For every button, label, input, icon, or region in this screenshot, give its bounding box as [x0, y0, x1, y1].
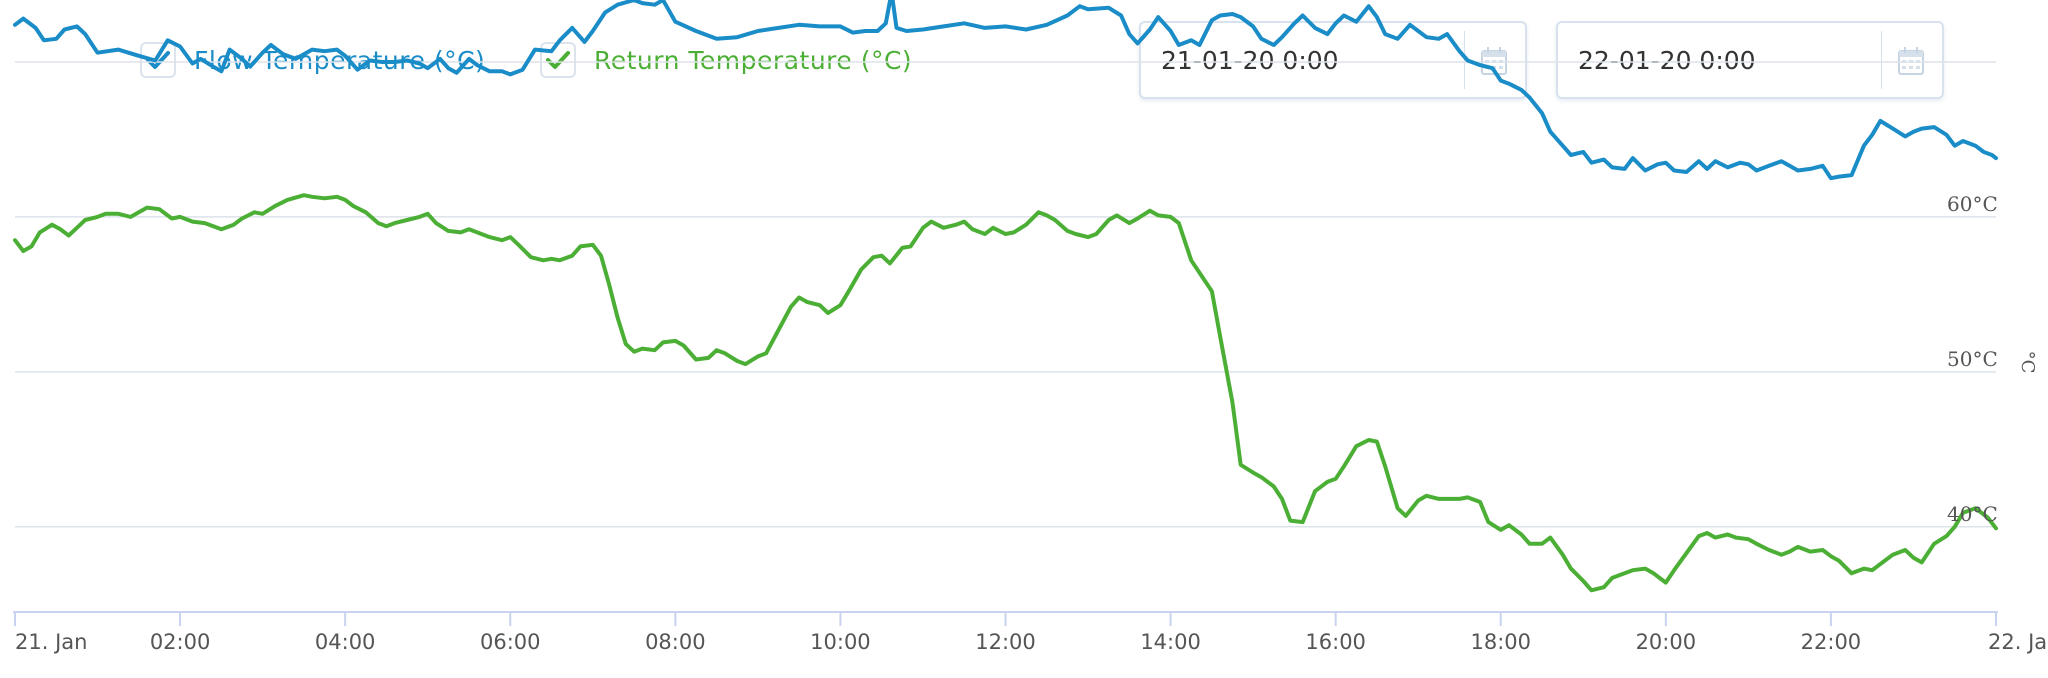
- y-tick-label: 40°C: [1947, 502, 1998, 526]
- y-axis-labels: 40°C 50°C 60°C °C: [1947, 192, 2038, 526]
- y-tick-label: 60°C: [1947, 192, 1998, 216]
- end-date-value: 22-01-20 0:00: [1578, 46, 1756, 75]
- x-tick-label: 14:00: [1140, 630, 1201, 654]
- series-lines: [13, 0, 1998, 593]
- flow-temperature-line[interactable]: [13, 0, 1998, 181]
- legend-item-return[interactable]: Return Temperature (°C): [540, 42, 912, 78]
- start-date-value: 21-01-20 0:00: [1161, 46, 1339, 75]
- x-tick-label: 02:00: [150, 630, 211, 654]
- x-tick-label: 08:00: [645, 630, 706, 654]
- date-field-divider: [1464, 31, 1465, 89]
- date-field-divider: [1881, 31, 1882, 89]
- x-tick-label: 04:00: [315, 630, 376, 654]
- end-date-field[interactable]: 22-01-20 0:00: [1556, 21, 1944, 99]
- x-tick-label: 20:00: [1636, 630, 1697, 654]
- x-tick-label: 21. Jan: [15, 630, 87, 654]
- return-legend-label: Return Temperature (°C): [594, 45, 913, 75]
- x-tick-label: 10:00: [810, 630, 871, 654]
- return-temperature-line[interactable]: [13, 193, 1998, 593]
- x-axis: 21. Jan 02:00 04:00 06:00 08:00 10:00 12:00 14:…: [13, 611, 2048, 654]
- grid-lines: [15, 61, 1996, 528]
- y-tick-label: 50°C: [1947, 347, 1998, 371]
- x-tick-label: 06:00: [480, 630, 541, 654]
- x-tick-label: 16:00: [1305, 630, 1366, 654]
- x-tick-label: 22:00: [1801, 630, 1862, 654]
- x-tick-label: 22. Jan: [1988, 630, 2048, 654]
- x-tick-label: 12:00: [975, 630, 1036, 654]
- x-tick-label: 18:00: [1470, 630, 1531, 654]
- y-axis-title: °C: [2017, 351, 2038, 374]
